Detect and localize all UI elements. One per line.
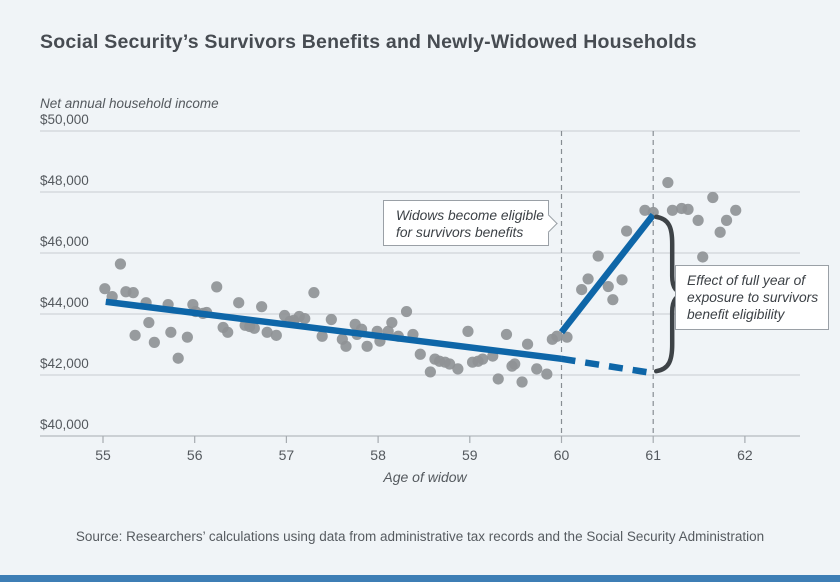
scatter-point	[316, 330, 328, 342]
y-tick-label: $46,000	[40, 234, 89, 249]
x-tick-label: 56	[187, 447, 203, 463]
scatter-point	[400, 305, 413, 318]
scatter-point	[592, 250, 604, 262]
x-tick-label: 57	[279, 447, 295, 463]
scatter-point	[551, 330, 563, 342]
scatter-point	[361, 340, 373, 352]
scatter-point	[616, 274, 628, 286]
scatter-point	[666, 204, 679, 216]
scatter-point	[172, 352, 184, 364]
scatter-point	[248, 322, 260, 334]
scatter-point	[607, 294, 619, 306]
y-tick-label: $40,000	[40, 417, 89, 432]
scatter-point	[730, 204, 742, 216]
callout-line: exposure to survivors	[687, 290, 819, 305]
x-tick-label: 61	[645, 447, 661, 463]
scatter-point	[148, 336, 160, 348]
scatter-point	[516, 376, 528, 388]
scatter-point	[561, 331, 573, 343]
scatter-point	[500, 328, 513, 341]
scatter-point	[531, 363, 543, 375]
scatter-point	[233, 297, 245, 309]
scatter-point	[462, 325, 474, 337]
y-tick-label: $50,000	[40, 112, 89, 127]
scatter-point	[299, 312, 311, 325]
callout-line: benefit eligibility	[687, 307, 785, 322]
x-tick-label: 62	[737, 447, 753, 463]
callout-line: Widows become eligible	[396, 208, 544, 223]
scatter-point	[521, 338, 534, 350]
callout-widows-eligible: Widows become eligible for survivors ben…	[383, 200, 558, 246]
x-tick-label: 55	[95, 447, 111, 463]
x-axis-title: Age of widow	[383, 469, 467, 485]
counterfactual-trend-line	[560, 355, 654, 377]
scatter-point	[114, 258, 127, 270]
scatter-point	[444, 358, 456, 370]
scatter-point	[541, 368, 553, 380]
y-tick-label: $48,000	[40, 173, 89, 188]
scatter-point	[692, 214, 704, 226]
scatter-point	[621, 225, 633, 237]
scatter-point	[129, 329, 141, 341]
callout-line: Effect of full year of	[687, 273, 806, 288]
scatter-point	[143, 316, 155, 329]
x-tick-label: 58	[370, 447, 386, 463]
scatter-point	[270, 329, 282, 341]
scatter-point	[325, 313, 337, 326]
scatter-point	[222, 326, 234, 338]
scatter-point	[181, 331, 193, 343]
scatter-point	[414, 348, 426, 360]
y-tick-label: $44,000	[40, 295, 89, 310]
x-tick-label: 60	[554, 447, 570, 463]
scatter-point	[682, 203, 694, 215]
scatter-point	[492, 373, 504, 385]
trend-line	[105, 298, 562, 363]
source-note: Source: Researchers’ calculations using …	[75, 529, 765, 544]
footer-accent-bar	[0, 575, 840, 582]
callout-line: for survivors benefits	[396, 225, 524, 240]
scatter-point	[509, 358, 521, 370]
scatter-point	[424, 366, 436, 378]
scatter-point	[99, 283, 111, 295]
x-tick-label: 59	[462, 447, 478, 463]
scatter-point	[127, 287, 139, 299]
scatter-point	[477, 353, 489, 365]
scatter-point	[582, 273, 594, 285]
y-axis-title: Net annual household income	[40, 96, 219, 111]
scatter-point	[714, 226, 726, 238]
chart-title: Social Security’s Survivors Benefits and…	[40, 31, 697, 53]
scatter-point	[261, 326, 273, 338]
scatter-point	[602, 280, 614, 293]
scatter-point	[697, 251, 709, 263]
callout-effect-of-exposure: Effect of full year of exposure to survi…	[675, 265, 829, 330]
scatter-point	[256, 301, 268, 313]
scatter-point	[165, 326, 177, 338]
scatter-point	[452, 363, 464, 375]
y-tick-label: $42,000	[40, 356, 89, 371]
scatter-point	[211, 281, 223, 293]
scatter-point	[662, 176, 674, 189]
scatter-point	[386, 316, 398, 329]
scatter-point	[340, 340, 352, 352]
scatter-point	[308, 287, 320, 299]
scatter-point	[576, 284, 588, 296]
scatter-point	[707, 191, 719, 204]
trend-line	[558, 212, 656, 335]
scatter-point	[720, 214, 733, 226]
